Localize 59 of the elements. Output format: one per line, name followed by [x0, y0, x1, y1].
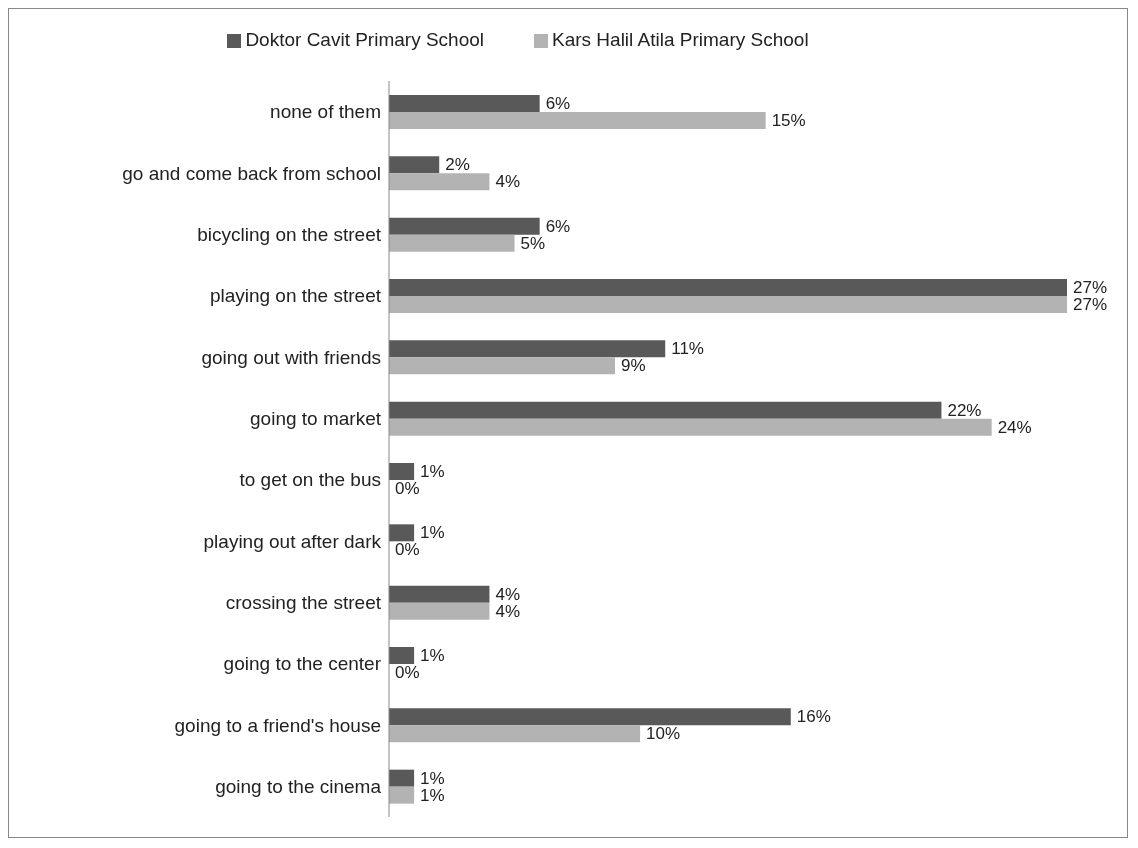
- bar: [389, 279, 1067, 296]
- bar: [389, 217, 540, 235]
- bar: [389, 769, 415, 787]
- data-label: 27%: [1073, 295, 1108, 314]
- legend-label: Doktor Cavit Primary School: [245, 29, 485, 50]
- y-tick-label: going out with friends: [201, 346, 381, 368]
- y-tick-label: going to a friend's house: [174, 714, 381, 736]
- bar: [389, 95, 540, 112]
- y-tick-label: to get on the bus: [239, 469, 381, 491]
- bar: [389, 156, 440, 174]
- data-label: 10%: [646, 724, 681, 744]
- data-label: 6%: [545, 216, 571, 236]
- data-label: 0%: [395, 663, 420, 682]
- y-tick-label: playing out after dark: [203, 530, 382, 552]
- data-label: 4%: [495, 601, 521, 621]
- legend-label: Kars Halil Atila Primary School: [552, 29, 809, 50]
- data-label: 15%: [771, 111, 806, 130]
- bar: [389, 173, 490, 191]
- data-label: 1%: [420, 523, 445, 543]
- bar: [389, 647, 415, 664]
- bar: [389, 463, 415, 480]
- bar: [389, 708, 791, 726]
- data-label: 1%: [420, 646, 445, 665]
- y-tick-label: going to the cinema: [215, 776, 382, 798]
- data-label: 1%: [420, 768, 445, 788]
- bar: [389, 296, 1067, 313]
- bar: [389, 401, 942, 419]
- bar: [389, 357, 615, 375]
- data-label: 0%: [395, 540, 420, 560]
- y-tick-label: going to the center: [223, 653, 382, 675]
- bar: [389, 418, 992, 436]
- data-label: 0%: [395, 479, 420, 498]
- data-label: 16%: [796, 707, 831, 727]
- y-tick-label: go and come back from school: [122, 162, 381, 184]
- y-tick-label: going to market: [250, 408, 382, 430]
- bar: [389, 234, 515, 252]
- data-label: 1%: [420, 462, 445, 481]
- bar: [389, 725, 641, 743]
- data-label: 5%: [520, 233, 546, 253]
- data-label: 22%: [947, 400, 982, 420]
- bar: [389, 786, 415, 804]
- bar: [389, 340, 666, 358]
- data-label: 27%: [1073, 278, 1108, 297]
- data-label: 9%: [621, 356, 646, 376]
- bar: [389, 585, 490, 603]
- data-label: 2%: [445, 155, 470, 175]
- bar: [389, 602, 490, 620]
- y-tick-label: bicycling on the street: [197, 224, 382, 246]
- data-label: 1%: [420, 785, 445, 805]
- data-label: 4%: [495, 584, 521, 604]
- y-tick-label: playing on the street: [209, 285, 382, 307]
- bar: [389, 112, 766, 129]
- data-label: 6%: [545, 94, 571, 113]
- data-label: 4%: [495, 172, 521, 192]
- bar: [389, 524, 415, 542]
- data-label: 24%: [997, 417, 1032, 437]
- y-tick-label: crossing the street: [225, 592, 382, 614]
- data-label: 11%: [671, 339, 704, 359]
- y-tick-label: none of them: [270, 101, 381, 123]
